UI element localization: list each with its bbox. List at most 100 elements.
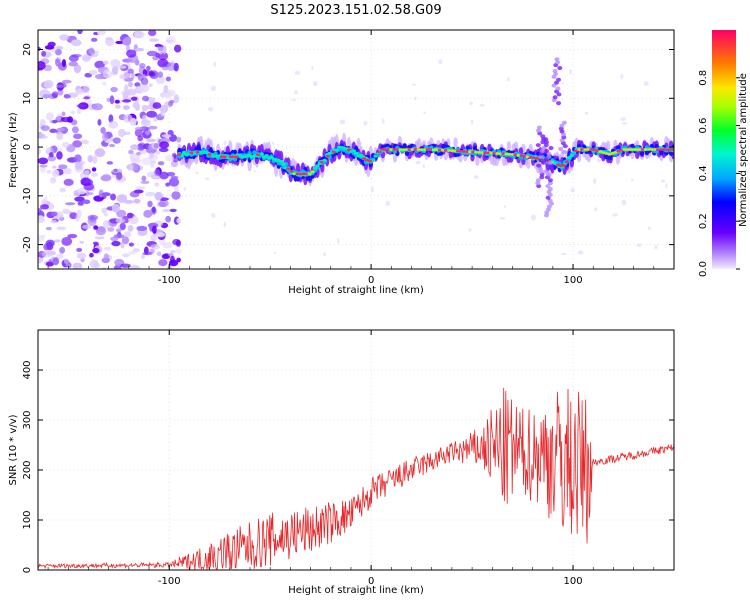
noise-blob bbox=[103, 253, 109, 261]
ridge-core bbox=[455, 149, 460, 153]
noise-blob bbox=[60, 116, 72, 123]
noise-speck bbox=[223, 221, 227, 228]
colorbar-label: Normalized spectral amplitude bbox=[738, 73, 749, 227]
noise-blob bbox=[71, 126, 79, 134]
snr-ytick-label: 100 bbox=[22, 510, 33, 529]
noise-blob bbox=[132, 248, 141, 253]
ridge-blob bbox=[315, 164, 320, 168]
noise-blob bbox=[139, 63, 146, 69]
noise-blob bbox=[106, 97, 111, 102]
noise-blob bbox=[73, 133, 83, 140]
noise-blob bbox=[165, 182, 171, 187]
noise-blob bbox=[46, 112, 54, 121]
noise-blob bbox=[72, 140, 83, 148]
ridge-core bbox=[298, 172, 303, 176]
snr-xtick-label: 0 bbox=[368, 576, 374, 587]
spectrogram-xtick-label: -100 bbox=[158, 275, 181, 286]
noise-blob bbox=[150, 244, 161, 250]
noise-speck bbox=[560, 252, 567, 256]
noise-blob bbox=[153, 168, 161, 177]
noise-blob bbox=[39, 164, 48, 168]
noise-blob bbox=[162, 242, 172, 249]
ridge-core bbox=[625, 148, 630, 151]
noise-speck bbox=[223, 140, 227, 146]
ridge-core bbox=[643, 148, 648, 151]
ridge-core bbox=[383, 148, 388, 151]
noise-blob bbox=[67, 233, 78, 239]
noise-blob bbox=[146, 110, 158, 118]
noise-speck bbox=[660, 179, 666, 183]
ridge-core bbox=[462, 150, 467, 153]
ridge-core bbox=[419, 148, 424, 151]
noise-blob bbox=[132, 102, 138, 109]
noise-speck bbox=[411, 83, 416, 86]
noise-blob bbox=[81, 54, 91, 62]
ridge-smear bbox=[551, 83, 557, 88]
ridge-core bbox=[504, 152, 509, 156]
noise-blob bbox=[38, 61, 46, 70]
noise-blob bbox=[161, 112, 166, 117]
noise-blob bbox=[142, 251, 153, 256]
snr-panel: -100 0 100 0 100 200 300 400 Height of straight… bbox=[8, 329, 675, 596]
noise-blob bbox=[119, 222, 126, 231]
ridge-core bbox=[495, 152, 500, 155]
noise-speck bbox=[499, 217, 506, 220]
ridge-core bbox=[416, 148, 421, 151]
noise-speck bbox=[423, 111, 427, 114]
noise-blob bbox=[122, 105, 130, 110]
noise-blob bbox=[93, 262, 101, 269]
noise-blob bbox=[99, 193, 108, 197]
noise-blob bbox=[158, 259, 168, 267]
noise-blob bbox=[106, 161, 114, 165]
snr-ytick-label: 400 bbox=[22, 360, 33, 379]
noise-speck bbox=[636, 243, 642, 248]
noise-blob bbox=[102, 173, 111, 180]
noise-blob bbox=[74, 196, 85, 202]
noise-blob bbox=[87, 154, 94, 163]
ridge-core bbox=[422, 148, 427, 151]
ridge-core bbox=[395, 148, 400, 151]
noise-blob bbox=[140, 253, 146, 259]
noise-blob bbox=[126, 163, 134, 171]
ridge-core bbox=[637, 148, 642, 151]
noise-blob bbox=[126, 88, 137, 96]
colorbar-ticks: 0.0 0.2 0.4 0.6 0.8 bbox=[698, 70, 740, 277]
noise-speck bbox=[294, 70, 301, 75]
noise-blob bbox=[134, 126, 143, 131]
ridge-core bbox=[622, 148, 627, 151]
ridge-core bbox=[580, 148, 585, 151]
ridge-core bbox=[368, 159, 373, 163]
noise-speck bbox=[213, 61, 217, 67]
ridge-core bbox=[398, 148, 403, 151]
noise-blob bbox=[73, 64, 82, 74]
noise-blob bbox=[89, 252, 94, 258]
ridge-smear bbox=[547, 178, 553, 183]
noise-blob bbox=[75, 88, 85, 95]
noise-blob bbox=[157, 71, 164, 78]
noise-blob bbox=[59, 246, 66, 254]
noise-blob bbox=[56, 151, 63, 160]
noise-blob bbox=[38, 235, 45, 242]
noise-speck bbox=[312, 80, 318, 87]
ridge-blob bbox=[278, 159, 284, 163]
noise-blob bbox=[148, 30, 157, 37]
noise-speck bbox=[507, 77, 510, 82]
ridge-smear bbox=[556, 77, 562, 82]
noise-blob bbox=[103, 60, 109, 65]
noise-blob bbox=[41, 199, 46, 205]
noise-blob bbox=[155, 46, 164, 55]
ridge-smear bbox=[552, 95, 558, 100]
spectrogram-xtick-label: 100 bbox=[564, 275, 583, 286]
ridge-core bbox=[443, 149, 448, 152]
ridge-core bbox=[607, 153, 612, 156]
ridge-smear bbox=[543, 213, 549, 218]
ridge-smear bbox=[543, 169, 549, 174]
ridge-blob bbox=[351, 149, 356, 153]
ridge-smear bbox=[545, 184, 551, 189]
ridge-core bbox=[525, 155, 530, 159]
ridge-core bbox=[431, 148, 436, 151]
ridge-blob bbox=[475, 155, 480, 166]
colorbar-tick-label: 0.6 bbox=[698, 118, 709, 134]
noise-blob bbox=[38, 215, 45, 224]
